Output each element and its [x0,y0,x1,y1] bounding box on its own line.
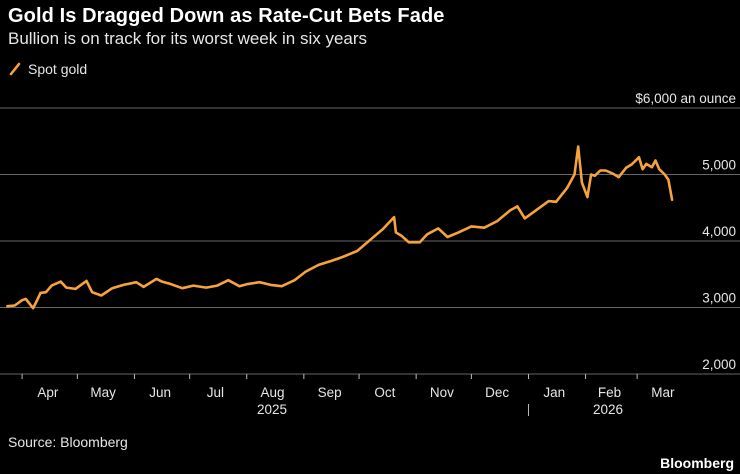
legend: Spot gold [8,61,87,77]
y-tick-label: 3,000 [702,291,736,306]
x-tick-label: Nov [430,385,454,400]
x-year-label: 2025 [257,402,287,417]
series-line-spot-gold [6,145,674,310]
x-tick-label: Mar [651,385,675,400]
y-tick-label: 2,000 [702,357,736,372]
y-tick-label: 5,000 [702,158,736,173]
x-tick-label: May [90,385,116,400]
bloomberg-logo: Bloomberg [660,455,734,471]
x-tick-label: Sep [318,385,342,400]
x-tick-label: Aug [261,385,285,400]
y-tick-label: 4,000 [702,224,736,239]
x-tick-label: Dec [485,385,509,400]
x-tick-label: Apr [37,385,59,400]
chart-subtitle: Bullion is on track for its worst week i… [8,29,368,48]
x-tick-label: Oct [374,385,395,400]
diagonal-line-icon [8,62,22,76]
legend-label: Spot gold [28,61,88,77]
x-tick-label: Jun [149,385,171,400]
x-tick-label: Jan [543,385,565,400]
chart-title: Gold Is Dragged Down as Rate-Cut Bets Fa… [8,5,445,27]
x-tick-label: Feb [598,385,621,400]
x-year-label: 2026 [593,402,623,417]
x-tick-label: Jul [207,385,224,400]
y-tick-label: $6,000 an ounce [635,91,736,106]
source-note: Source: Bloomberg [8,434,128,450]
